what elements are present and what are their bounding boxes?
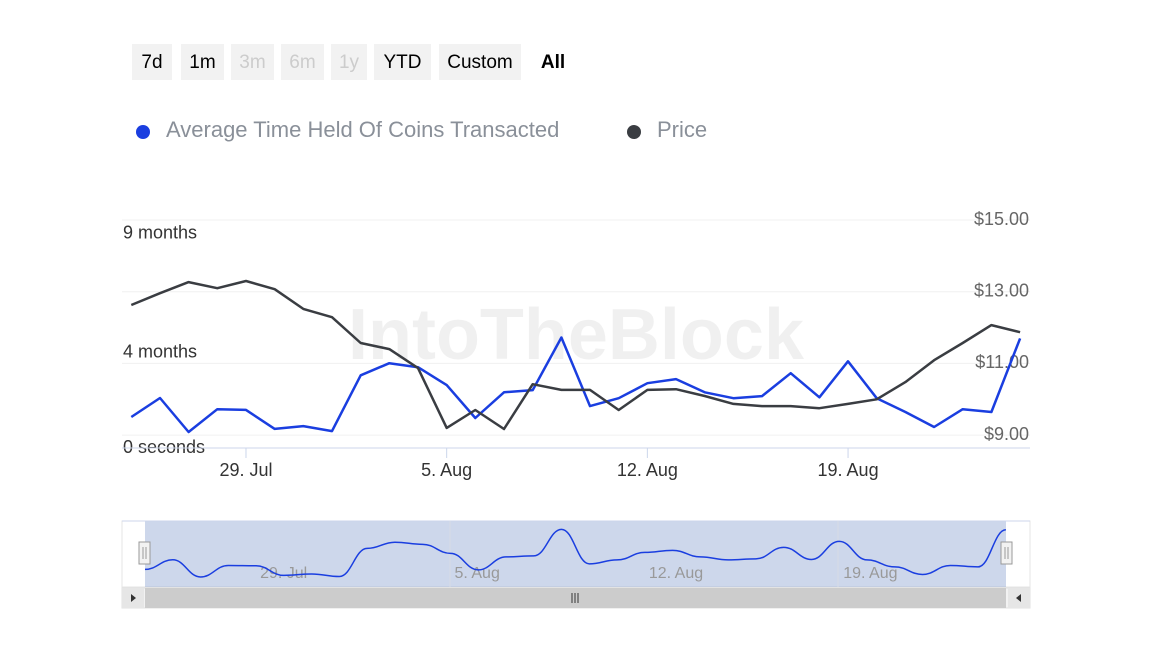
navigator-frame [121, 520, 1031, 588]
y2-tick-label: $11.00 [975, 352, 1029, 372]
arrow-left [131, 594, 136, 602]
nav-handle-right[interactable] [1000, 541, 1013, 565]
range-button-label: 3m [239, 52, 265, 73]
x-tick-label: 5. Aug [421, 460, 472, 480]
legend-label[interactable]: Average Time Held Of Coins Transacted [166, 117, 559, 142]
legend-marker[interactable] [136, 125, 150, 139]
range-button-label[interactable]: Custom [447, 52, 512, 73]
range-button[interactable] [132, 44, 172, 80]
nav-handle-left[interactable] [138, 541, 151, 565]
navigator-label: 12. Aug [649, 565, 703, 582]
x-tick-label: 19. Aug [818, 460, 879, 480]
y-tick-label: 9 months [123, 222, 197, 242]
navigator-line [144, 528, 1007, 578]
range-button-label[interactable]: 7d [141, 52, 162, 73]
range-button [231, 44, 274, 80]
watermark: IntoTheBlock [348, 295, 805, 375]
series-line [130, 279, 1021, 431]
scroll-grip [571, 593, 579, 603]
arrow-right [1016, 594, 1021, 602]
navigator-label: 29. Jul [260, 565, 307, 582]
y-tick-label: 4 months [123, 341, 197, 361]
range-button[interactable] [181, 44, 224, 80]
legend-marker[interactable] [627, 125, 641, 139]
range-button[interactable] [374, 44, 431, 80]
y2-tick-label: $13.00 [974, 280, 1029, 300]
range-button-label: 1y [339, 52, 360, 73]
range-button [281, 44, 324, 80]
navigator-label: 19. Aug [843, 565, 897, 582]
series-line [130, 336, 1022, 434]
range-button[interactable] [439, 44, 521, 80]
y-tick-label: 0 seconds [123, 437, 205, 457]
legend-label[interactable]: Price [657, 117, 707, 142]
x-tick-label: 12. Aug [617, 460, 678, 480]
navigator-label: 5. Aug [454, 565, 499, 582]
range-button-label[interactable]: YTD [384, 52, 422, 73]
range-button-label[interactable]: All [541, 52, 565, 73]
y2-tick-label: $9.00 [984, 424, 1029, 444]
y2-tick-label: $15.00 [974, 209, 1029, 229]
range-button-label: 6m [289, 52, 315, 73]
range-button-label[interactable]: 1m [189, 52, 215, 73]
range-button [331, 44, 367, 80]
x-tick-label: 29. Jul [219, 460, 272, 480]
handle-grip [142, 547, 1009, 559]
